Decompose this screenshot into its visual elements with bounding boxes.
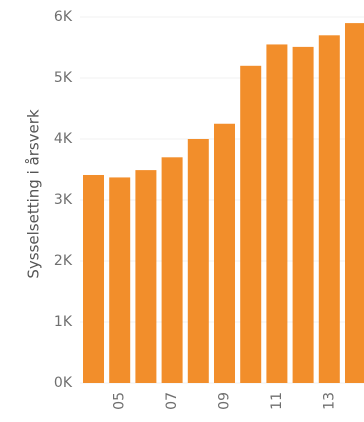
bar: [187, 139, 209, 383]
bar: [345, 23, 364, 383]
y-tick-label: 0K: [54, 375, 73, 391]
y-tick-label: 4K: [54, 131, 73, 147]
bar: [135, 170, 157, 383]
bar: [83, 174, 104, 383]
x-tick-label: 13: [321, 392, 337, 410]
bar: [266, 44, 288, 383]
x-tick-label: 09: [217, 392, 233, 410]
y-tick-label: 3K: [54, 192, 73, 208]
x-tick-label: 07: [164, 392, 180, 410]
bar: [292, 46, 314, 383]
y-tick-label: 2K: [54, 253, 73, 269]
y-axis-label: Sysselsetting i årsverk: [25, 109, 43, 279]
y-tick-label: 5K: [54, 70, 73, 86]
bar: [109, 177, 131, 383]
y-axis-ticks: 0K 1K 2K 3K 4K 5K 6K: [54, 9, 73, 391]
bar: [161, 157, 183, 383]
bar: [318, 35, 340, 384]
x-tick-label: 05: [112, 392, 128, 410]
y-tick-label: 6K: [54, 9, 73, 25]
bars: [83, 23, 364, 384]
bar: [240, 65, 262, 384]
bar: [214, 123, 235, 383]
x-axis-ticks: 05 07 09 11 13: [112, 392, 338, 410]
x-tick-label: 11: [269, 392, 285, 410]
y-tick-label: 1K: [54, 314, 73, 330]
